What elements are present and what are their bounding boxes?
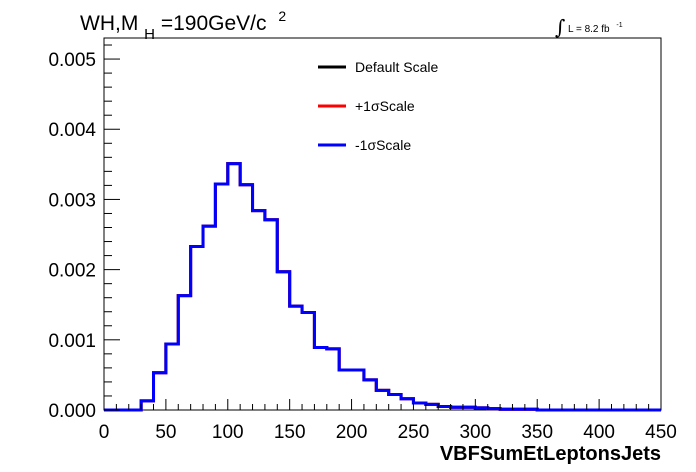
y-tick-label: 0.000 xyxy=(48,401,96,422)
title-suffix: =190GeV/c xyxy=(161,12,267,35)
title-subscript: H xyxy=(144,26,155,43)
y-tick-label: 0.003 xyxy=(48,190,96,211)
title-prefix: WH,M xyxy=(80,12,138,35)
integral-symbol: ∫ xyxy=(555,15,565,39)
x-tick-label: 400 xyxy=(583,422,615,443)
lumi-label: ∫ L = 8.2 fb -1 xyxy=(555,15,623,39)
x-tick-label: 150 xyxy=(274,422,306,443)
lumi-superscript: -1 xyxy=(616,22,622,29)
legend-entry: -1σScale xyxy=(355,137,411,153)
x-tick-label: 100 xyxy=(212,422,244,443)
legend: Default Scale +1σScale -1σScale xyxy=(318,59,438,153)
svg-text:L = 8.2 fb -1: L = 8.2 fb -1 xyxy=(568,22,623,35)
x-tick-label: 0 xyxy=(99,422,110,443)
x-tick-label: 50 xyxy=(155,422,176,443)
axes-layer: 0 50 100 150 200 250 300 350 400 450 0.000 0.001 0.0… xyxy=(48,44,677,443)
x-tick-label: 300 xyxy=(459,422,491,443)
legend-entry: Default Scale xyxy=(355,59,438,75)
chart-title: WH,M H =190GeV/c 2 xyxy=(80,8,286,44)
x-tick-label: 200 xyxy=(336,422,368,443)
y-tick-label: 0.004 xyxy=(48,120,96,141)
series-line xyxy=(104,162,661,412)
lumi-text: L = 8.2 fb xyxy=(568,24,610,35)
series-line xyxy=(104,162,661,412)
series-layer xyxy=(104,162,661,412)
x-tick-label: 450 xyxy=(645,422,677,443)
x-axis-label: VBFSumEtLeptonsJets xyxy=(440,443,661,465)
plot-frame xyxy=(103,37,662,411)
x-tick-label: 250 xyxy=(398,422,430,443)
y-tick-label: 0.001 xyxy=(48,331,96,352)
title-superscript: 2 xyxy=(278,8,286,24)
legend-entry: +1σScale xyxy=(355,98,415,114)
x-tick-label: 350 xyxy=(521,422,553,443)
svg-text:WH,M H =190GeV/c: WH,M H =190GeV/c 2 xyxy=(80,8,286,44)
y-tick-label: 0.002 xyxy=(48,261,96,282)
y-tick-label: 0.005 xyxy=(48,50,96,71)
series-line xyxy=(104,162,661,412)
